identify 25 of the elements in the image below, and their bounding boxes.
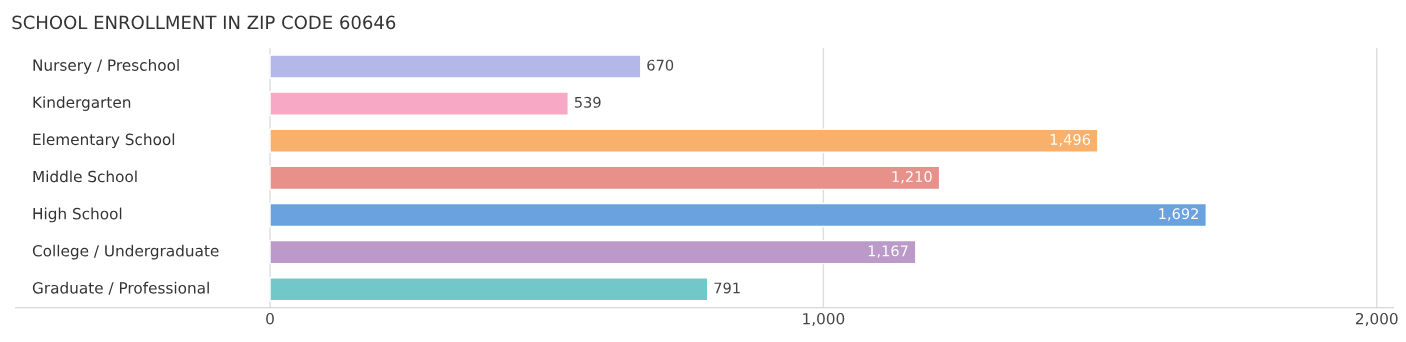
x-tick-label: 0: [266, 312, 274, 325]
bar: [269, 54, 642, 79]
y-tick-label: Middle School: [33, 170, 137, 183]
x-tick-label: 1,000: [803, 312, 845, 327]
bar: [269, 239, 917, 265]
data-label: 539: [574, 96, 601, 108]
data-label: 1,167: [868, 245, 908, 258]
y-tick-label: High School: [33, 207, 122, 223]
x-tick-label: 2,000: [1356, 312, 1398, 327]
data-label: 1,210: [892, 171, 932, 184]
data-label: 1,692: [1159, 208, 1198, 221]
bar: [269, 277, 709, 302]
y-tick-label: Elementary School: [33, 133, 175, 149]
data-label: 1,496: [1050, 133, 1091, 147]
y-tick-label: Graduate / Professional: [32, 281, 209, 295]
data-label: 670: [647, 59, 674, 71]
y-tick-label: College / Undergraduate: [32, 244, 219, 260]
bar: [269, 202, 1208, 228]
chart-title: SCHOOL ENROLLMENT IN ZIP CODE 60646: [12, 15, 396, 30]
bar: [269, 128, 1099, 153]
y-tick-label: Kindergarten: [33, 96, 131, 111]
bar: [269, 165, 941, 191]
bar: [269, 91, 569, 116]
data-label: 791: [714, 282, 740, 294]
y-tick-label: Nursery / Preschool: [33, 59, 179, 74]
